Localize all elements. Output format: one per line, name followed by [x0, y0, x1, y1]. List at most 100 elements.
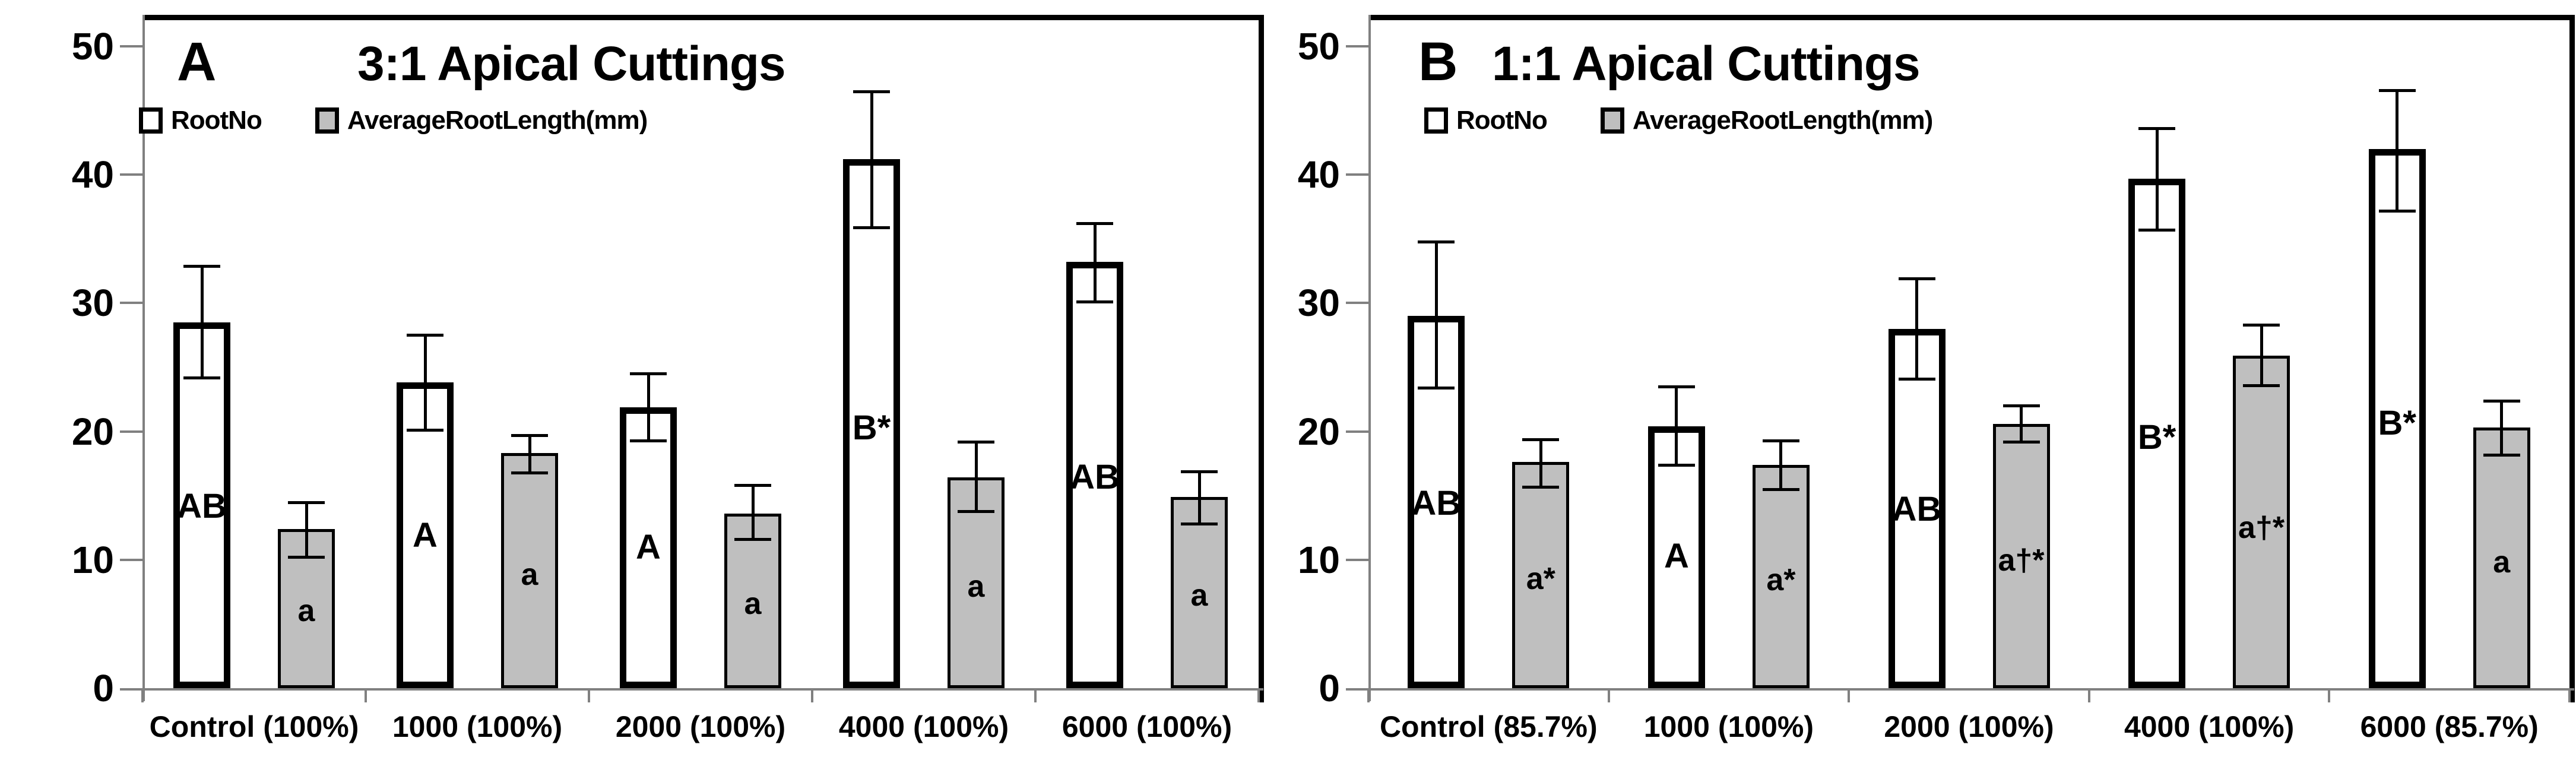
error-bar-line-rootno-2000-100: [647, 373, 650, 441]
legend-item-averagerootlength-mm: AverageRootLength(mm): [1600, 106, 1933, 135]
significance-label: AB: [1070, 458, 1120, 497]
significance-label: A: [1664, 537, 1689, 576]
x-axis-tick: [588, 688, 590, 702]
x-axis-tick: [2568, 688, 2571, 702]
error-bar-cap-bottom: [1522, 485, 1560, 489]
bar-rootno-4000-100: B*: [2128, 178, 2186, 688]
chart-title: 1:1 Apical Cuttings: [1492, 37, 1921, 91]
error-bar-cap-bottom: [2243, 384, 2280, 387]
y-axis-line: [1368, 15, 1371, 701]
panel-letter: B: [1418, 31, 1458, 92]
bar-rootno-4000-100: B*: [843, 159, 900, 688]
significance-label: a†*: [1998, 543, 2045, 578]
y-axis-tick-label: 0: [1319, 667, 1340, 710]
error-bar-cap-top: [1076, 222, 1113, 226]
significance-label: a: [2493, 545, 2511, 580]
y-axis-line: [142, 15, 145, 701]
error-bar-cap-top: [1658, 385, 1695, 388]
x-axis-line: [1346, 688, 2574, 691]
error-bar-cap-top: [1522, 438, 1560, 441]
error-bar-cap-bottom: [1181, 522, 1218, 526]
error-bar-cap-top: [853, 90, 890, 93]
significance-label: a: [521, 558, 538, 593]
legend: RootNo AverageRootLength(mm): [1424, 106, 1933, 135]
x-axis-label-6000-85-7: 6000 (85.7%): [2360, 710, 2539, 743]
error-bar-cap-bottom: [407, 429, 443, 432]
bar-averagerootlength-mm-6000-85-7: a: [2473, 428, 2530, 688]
y-axis-tick: [120, 430, 142, 433]
error-bar-line-averagerootlength-mm-4000-100: [974, 441, 978, 511]
y-axis-tick-label: 30: [71, 281, 114, 325]
x-axis-tick: [1848, 688, 1851, 702]
error-bar-line-averagerootlength-mm-4000-100: [2260, 325, 2263, 385]
x-axis-label-4000-100: 4000 (100%): [2124, 710, 2295, 743]
plot-border-top: [1368, 15, 2574, 20]
significance-label: B*: [852, 408, 891, 448]
y-axis-tick: [1346, 45, 1368, 48]
error-bar-line-averagerootlength-mm-6000-100: [1197, 471, 1201, 524]
x-axis-label-2000-100: 2000 (100%): [615, 710, 786, 743]
bar-averagerootlength-mm-2000-100: a: [724, 513, 781, 688]
significance-label: AB: [1891, 490, 1942, 529]
y-axis-tick-label: 30: [1297, 281, 1340, 325]
error-bar-cap-bottom: [1418, 387, 1455, 390]
error-bar-cap-bottom: [288, 556, 325, 559]
y-axis-tick: [120, 45, 142, 48]
error-bar-line-rootno-4000-100: [870, 91, 873, 227]
legend-swatch-averagerootlength-mm-icon: [315, 107, 339, 134]
x-axis-label-control-85-7: Control (85.7%): [1379, 710, 1598, 743]
significance-label: a: [967, 569, 985, 604]
error-bar-cap-top: [2483, 399, 2520, 403]
y-axis-tick: [120, 173, 142, 176]
error-bar-cap-top: [630, 372, 667, 376]
significance-label: AB: [177, 487, 227, 526]
error-bar-cap-bottom: [2138, 229, 2176, 232]
error-bar-cap-bottom: [1762, 487, 1799, 491]
plot-border-right: [2569, 15, 2575, 702]
error-bar-cap-top: [183, 264, 220, 268]
legend-label: AverageRootLength(mm): [1632, 106, 1933, 135]
plot-border-top: [142, 15, 1263, 20]
significance-label: a*: [1526, 562, 1555, 597]
error-bar-cap-top: [407, 334, 443, 337]
bar-averagerootlength-mm-4000-100: a†*: [2233, 356, 2290, 688]
bar-rootno-2000-100: A: [620, 407, 677, 688]
y-axis-tick: [1346, 302, 1368, 305]
error-bar-cap-bottom: [958, 509, 994, 513]
x-axis-tick: [2087, 688, 2090, 702]
error-bar-cap-bottom: [183, 376, 220, 379]
chart-title: 3:1 Apical Cuttings: [357, 37, 786, 91]
error-bar-cap-bottom: [1076, 300, 1113, 304]
bar-averagerootlength-mm-control-85-7: a*: [1512, 462, 1570, 688]
bar-averagerootlength-mm-1000-100: a*: [1752, 464, 1810, 688]
x-axis-label-4000-100: 4000 (100%): [838, 710, 1009, 743]
y-axis-tick-label: 20: [71, 410, 114, 453]
legend-item-rootno: RootNo: [139, 106, 262, 135]
bar-averagerootlength-mm-2000-100: a†*: [1992, 423, 2050, 688]
error-bar-cap-top: [1418, 240, 1455, 243]
significance-label: a*: [1766, 563, 1796, 598]
y-axis-tick-label: 50: [71, 25, 114, 68]
error-bar-line-averagerootlength-mm-control-85-7: [1539, 439, 1542, 487]
y-axis-tick-label: 10: [71, 538, 114, 581]
legend-item-averagerootlength-mm: AverageRootLength(mm): [315, 106, 648, 135]
significance-label: a: [297, 594, 315, 629]
legend: RootNo AverageRootLength(mm): [139, 106, 648, 135]
x-axis-label-control-100: Control (100%): [149, 710, 359, 743]
error-bar-line-rootno-2000-100: [1915, 278, 1918, 379]
significance-label: A: [636, 527, 661, 566]
error-bar-line-rootno-6000-100: [1093, 223, 1097, 302]
error-bar-cap-top: [2138, 127, 2176, 131]
error-bar-line-rootno-1000-100: [1675, 386, 1678, 465]
legend-label: RootNo: [171, 106, 262, 135]
x-axis-line: [120, 688, 1263, 691]
significance-label: a: [744, 586, 762, 621]
bar-rootno-6000-85-7: B*: [2368, 148, 2426, 688]
x-axis-label-1000-100: 1000 (100%): [1643, 710, 1814, 743]
y-axis-tick-label: 0: [93, 667, 114, 710]
error-bar-cap-top: [958, 440, 994, 444]
significance-label: B*: [2378, 404, 2416, 443]
error-bar-cap-top: [511, 434, 548, 438]
error-bar-cap-top: [1181, 470, 1218, 473]
